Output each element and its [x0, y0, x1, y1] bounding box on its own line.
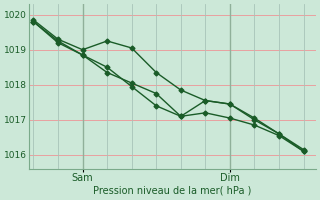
X-axis label: Pression niveau de la mer( hPa ): Pression niveau de la mer( hPa ) [93, 186, 252, 196]
